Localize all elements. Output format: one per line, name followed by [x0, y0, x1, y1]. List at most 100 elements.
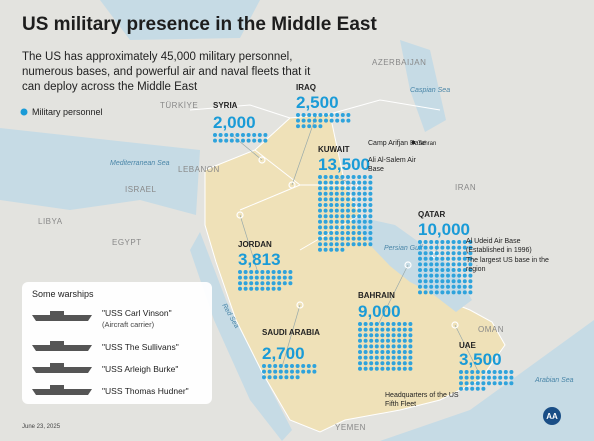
dot — [334, 208, 339, 213]
dot — [351, 231, 356, 235]
personnel-dots — [318, 175, 373, 252]
dot — [408, 322, 413, 326]
dot — [457, 290, 462, 295]
country-label: BAHRAIN — [358, 291, 395, 300]
dot — [402, 322, 407, 326]
base-note: Ali Al-Salem Air Base — [368, 157, 416, 173]
dot — [468, 262, 473, 267]
dot — [334, 191, 339, 196]
dot — [434, 279, 439, 284]
dot — [323, 225, 328, 230]
dot — [423, 284, 428, 289]
personnel-dots — [459, 370, 514, 391]
dot — [481, 375, 486, 380]
dot — [457, 251, 462, 256]
dot — [386, 350, 390, 354]
map-label: EGYPT — [112, 238, 142, 247]
dot — [273, 375, 278, 380]
dot — [290, 364, 294, 368]
dot — [351, 214, 356, 219]
dot — [329, 247, 334, 252]
dot — [492, 375, 497, 380]
dot — [235, 133, 240, 137]
ship-name: "USS The Sullivans" — [102, 342, 179, 352]
dot — [351, 191, 356, 196]
dot — [260, 275, 265, 280]
dot — [238, 275, 242, 280]
dot — [351, 208, 356, 213]
dot — [346, 219, 350, 224]
dot — [288, 270, 293, 274]
dot — [329, 219, 334, 224]
dot — [262, 375, 266, 380]
dot — [397, 338, 402, 343]
dot — [386, 344, 390, 349]
dot — [363, 361, 368, 366]
dot — [391, 361, 396, 366]
dot — [340, 186, 345, 191]
dot — [278, 364, 283, 368]
borders — [189, 99, 441, 251]
dot — [306, 369, 311, 374]
dot — [346, 231, 350, 235]
dot — [374, 322, 379, 326]
dot — [369, 350, 374, 354]
dot — [397, 322, 402, 326]
dot — [369, 344, 374, 349]
dot — [351, 203, 356, 207]
dot — [362, 236, 367, 241]
pin-line — [281, 304, 301, 368]
dot — [509, 381, 514, 386]
map-label: YEMEN — [335, 423, 366, 432]
dot — [266, 281, 270, 286]
dot — [363, 333, 368, 338]
dot — [418, 245, 422, 250]
dot — [509, 370, 514, 374]
dot — [323, 219, 328, 224]
date: June 23, 2025 — [22, 424, 61, 430]
dot — [362, 219, 367, 224]
dot — [363, 322, 368, 326]
dot — [358, 322, 362, 326]
dot — [440, 251, 445, 256]
dot — [334, 175, 339, 179]
dot — [440, 273, 445, 278]
dot — [440, 268, 445, 272]
dot — [429, 284, 434, 289]
dot — [243, 275, 248, 280]
dot — [434, 268, 439, 272]
dot — [492, 381, 497, 386]
dot — [312, 113, 317, 117]
dot — [238, 286, 242, 291]
dot — [362, 225, 367, 230]
map-label: Arabian Sea — [534, 377, 574, 384]
dot — [307, 118, 312, 123]
dot — [357, 214, 362, 219]
ship-name: "USS Arleigh Burke" — [102, 364, 178, 374]
dot — [446, 240, 450, 244]
dot — [254, 286, 259, 291]
dot — [318, 242, 322, 247]
dot — [238, 281, 242, 286]
dot — [423, 262, 428, 267]
dot — [459, 386, 463, 391]
dot — [402, 366, 407, 371]
dot — [346, 197, 350, 202]
dot — [329, 242, 334, 247]
dot — [418, 240, 422, 244]
dot — [262, 369, 266, 374]
dot — [391, 355, 396, 360]
dot — [380, 344, 385, 349]
dot — [374, 333, 379, 338]
dot — [363, 327, 368, 332]
dot — [457, 268, 462, 272]
dot — [391, 327, 396, 332]
dot — [374, 350, 379, 354]
dot — [402, 355, 407, 360]
dot — [459, 375, 463, 380]
dot — [340, 214, 345, 219]
dot — [323, 186, 328, 191]
dot — [346, 118, 351, 123]
dot — [457, 262, 462, 267]
dot — [267, 364, 272, 368]
